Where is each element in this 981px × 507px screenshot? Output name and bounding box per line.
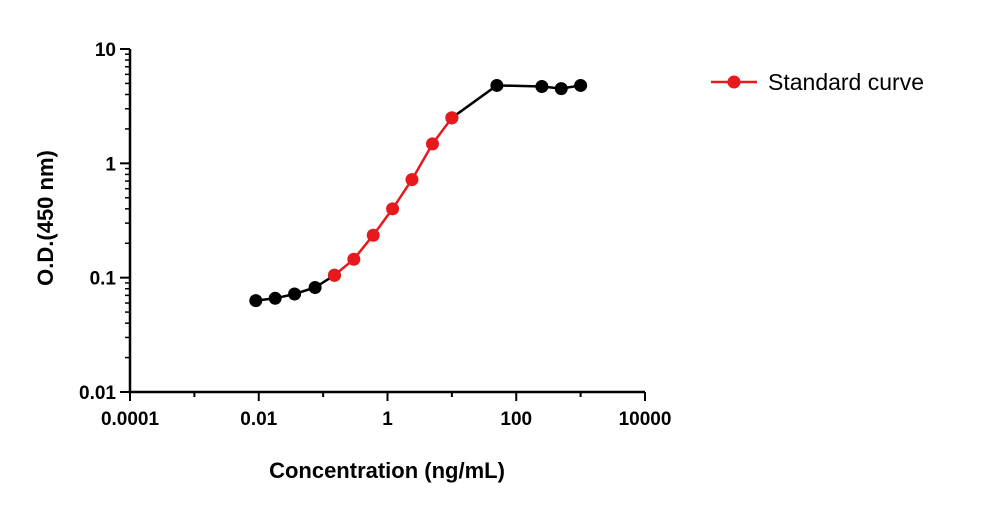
x-axis-label: Concentration (ng/mL) bbox=[269, 458, 505, 483]
standard-curve-point bbox=[366, 228, 380, 242]
flank-point bbox=[490, 78, 504, 92]
x-tick-label: 10000 bbox=[619, 409, 672, 430]
standard-curve-point bbox=[425, 137, 439, 151]
x-tick-label: 0.01 bbox=[240, 409, 277, 430]
flank-point bbox=[554, 82, 568, 96]
standard-curve-point bbox=[405, 173, 419, 187]
flank-point bbox=[308, 281, 322, 295]
x-tick-label: 0.0001 bbox=[101, 409, 160, 430]
legend: Standard curve bbox=[711, 69, 924, 95]
x-tick-label: 1 bbox=[382, 409, 393, 430]
y-tick-label: 0.1 bbox=[90, 269, 117, 290]
standard-curve-point bbox=[347, 252, 361, 266]
flank-point bbox=[288, 287, 302, 301]
flank-point bbox=[268, 291, 282, 305]
flank-point bbox=[574, 78, 588, 92]
y-tick-label: 0.01 bbox=[79, 383, 116, 404]
axes bbox=[128, 49, 645, 394]
standard-curve-point bbox=[327, 268, 341, 282]
series-points bbox=[249, 78, 588, 308]
x-axis-ticks: 0.0001 0.01 1 100 10000 bbox=[101, 392, 671, 430]
flank-point bbox=[535, 79, 549, 93]
standard-curve-point bbox=[386, 202, 400, 216]
standard-curve-point bbox=[445, 111, 459, 125]
legend-marker bbox=[727, 75, 741, 89]
x-tick-label: 100 bbox=[500, 409, 532, 430]
legend-label: Standard curve bbox=[768, 69, 924, 95]
flank-point bbox=[249, 294, 263, 308]
series-lines bbox=[255, 84, 581, 302]
y-tick-label: 1 bbox=[105, 154, 116, 175]
y-tick-label: 10 bbox=[95, 40, 116, 61]
y-axis-ticks: 0.01 0.1 1 10 bbox=[79, 40, 130, 404]
y-axis-label: O.D.(450 nm) bbox=[33, 150, 58, 286]
